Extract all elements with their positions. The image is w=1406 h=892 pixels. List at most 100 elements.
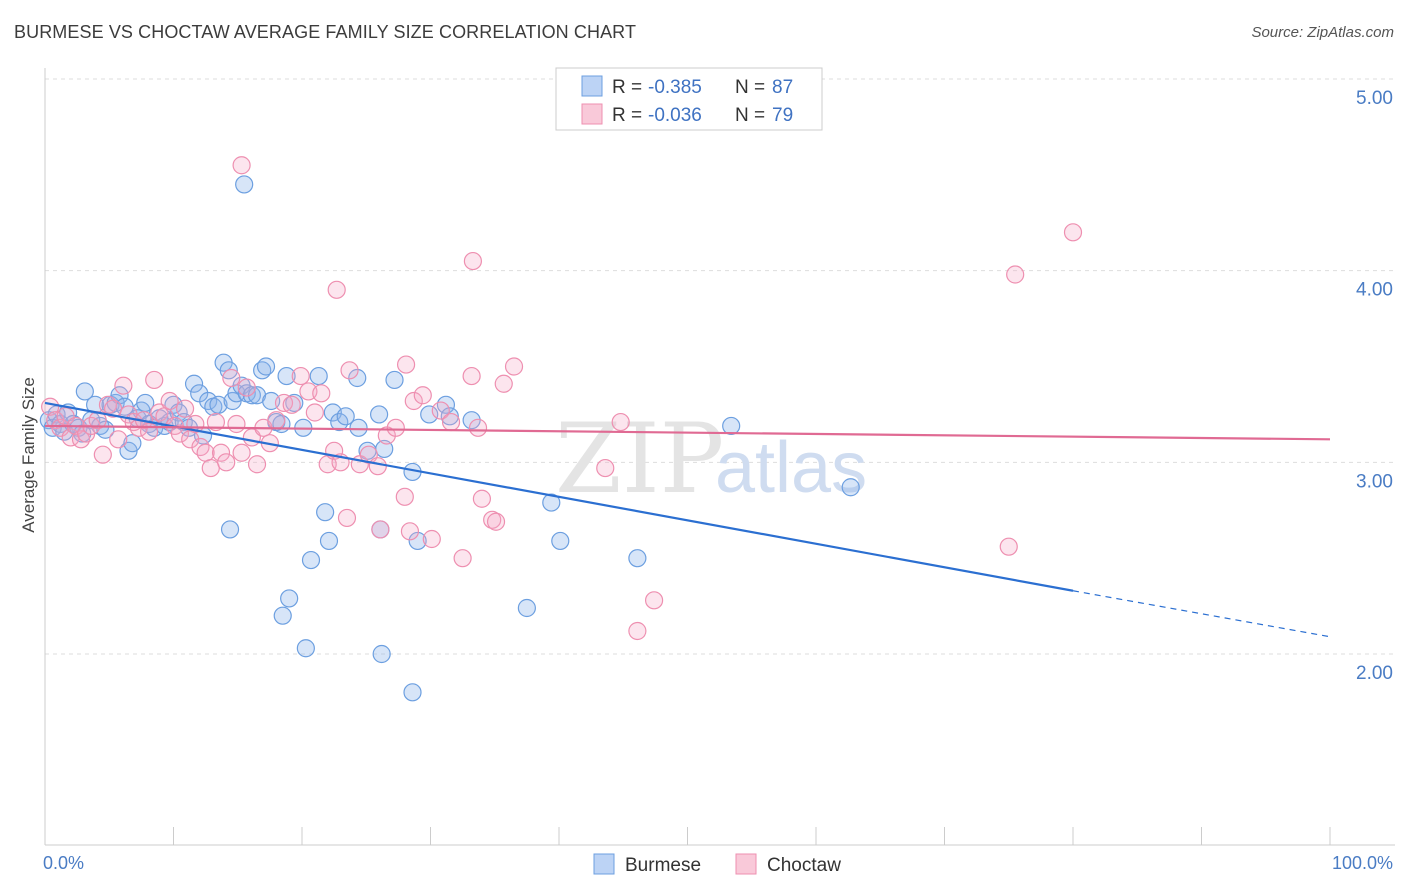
choctaw-point-59	[395, 487, 414, 506]
burmese-point-37	[209, 395, 228, 414]
burmese-point-85	[841, 478, 860, 497]
choctaw-point-58	[386, 418, 405, 437]
choctaw-point-84	[337, 508, 357, 528]
burmese-point-64	[436, 395, 456, 414]
choctaw-point-10	[93, 445, 112, 464]
x-tick-label-max: 100.0%	[1332, 853, 1393, 873]
burmese-point-68	[280, 589, 299, 608]
burmese-point-70	[301, 550, 321, 570]
y-tick-label-1: 3.00	[1356, 471, 1393, 492]
burmese-point-63	[420, 405, 439, 424]
choctaw-point-82	[468, 418, 488, 437]
burmese-point-54	[309, 366, 328, 386]
choctaw-point-43	[267, 411, 286, 430]
choctaw-point-85	[486, 512, 506, 531]
choctaw-point-72	[327, 280, 346, 299]
burmese-point-52	[285, 393, 304, 413]
burmese-point-71	[316, 503, 335, 522]
choctaw-point-64	[441, 412, 461, 432]
burmese-r-label: R =	[612, 77, 642, 98]
choctaw-point-19	[139, 422, 159, 441]
burmese-point-67	[273, 606, 292, 625]
source-credit: Source: ZipAtlas.com	[1251, 24, 1394, 41]
burmese-point-32	[184, 374, 204, 393]
choctaw-point-37	[232, 443, 251, 462]
choctaw-point-71	[232, 156, 251, 175]
choctaw-point-65	[453, 549, 472, 568]
burmese-point-61	[385, 370, 404, 390]
burmese-point-66	[220, 520, 240, 539]
burmese-point-84	[722, 416, 741, 436]
burmese-point-86	[349, 418, 368, 437]
choctaw-point-67	[472, 489, 491, 508]
burmese-legend-swatch	[581, 75, 603, 97]
burmese-point-19	[123, 434, 142, 453]
burmese-trend-extension	[1072, 590, 1331, 638]
burmese-points	[39, 175, 860, 702]
choctaw-point-79	[1006, 265, 1025, 284]
choctaw-point-56	[368, 457, 387, 476]
burmese-point-60	[370, 405, 389, 424]
choctaw-point-46	[291, 366, 310, 386]
choctaw-point-34	[217, 453, 236, 472]
choctaw-point-30	[196, 443, 215, 462]
burmese-point-35	[199, 391, 218, 411]
choctaw-point-35	[222, 368, 241, 388]
choctaw-point-77	[999, 537, 1018, 556]
choctaw-point-29	[191, 437, 210, 457]
trend-lines	[44, 401, 1331, 638]
burmese-point-82	[517, 598, 536, 618]
axes	[44, 68, 1395, 846]
choctaw-n-value: 79	[772, 105, 793, 126]
burmese-n-value: 87	[772, 77, 793, 98]
choctaw-point-83	[371, 520, 390, 539]
choctaw-point-32	[206, 412, 226, 432]
burmese-point-72	[319, 531, 339, 551]
choctaw-point-62	[422, 529, 441, 549]
choctaw-point-61	[413, 386, 432, 405]
choctaw-point-69	[494, 374, 513, 393]
burmese-point-75	[440, 407, 459, 426]
choctaw-trend-line	[44, 424, 1331, 441]
choctaw-point-23	[160, 391, 179, 411]
burmese-series-swatch	[593, 853, 615, 875]
choctaw-point-86	[400, 522, 420, 541]
x-tick-label-min: 0.0%	[43, 853, 84, 873]
burmese-series-label: Burmese	[625, 855, 701, 876]
choctaw-point-53	[340, 361, 359, 380]
burmese-point-83	[628, 549, 647, 568]
burmese-r-value: -0.385	[648, 77, 702, 98]
choctaw-r-label: R =	[612, 105, 642, 126]
burmese-point-78	[372, 644, 391, 664]
burmese-point-65	[235, 175, 254, 194]
choctaw-point-31	[201, 458, 220, 478]
choctaw-point-40	[247, 455, 267, 474]
y-axis-label: Average Family Size	[19, 377, 38, 533]
choctaw-point-48	[305, 403, 324, 422]
choctaw-point-81	[596, 458, 615, 478]
burmese-point-57	[336, 407, 355, 426]
choctaw-point-66	[462, 366, 481, 386]
burmese-n-label: N =	[735, 77, 765, 98]
burmese-point-9	[75, 382, 94, 401]
choctaw-point-45	[282, 395, 301, 414]
burmese-point-80	[542, 493, 561, 512]
watermark-atlas: atlas	[715, 428, 867, 508]
burmese-point-11	[86, 395, 105, 414]
choctaw-r-value: -0.036	[648, 105, 702, 126]
choctaw-point-38	[237, 378, 256, 397]
choctaw-point-36	[227, 414, 246, 434]
y-tick-label-0: 2.00	[1356, 663, 1393, 684]
burmese-point-58	[348, 368, 367, 388]
burmese-point-69	[296, 639, 315, 658]
burmese-point-79	[403, 683, 422, 702]
choctaw-legend-swatch	[581, 103, 603, 125]
burmese-point-81	[551, 531, 570, 551]
choctaw-point-74	[396, 355, 416, 374]
choctaw-point-13	[109, 430, 128, 449]
choctaw-point-20	[145, 370, 164, 390]
watermark-zip: ZIP	[555, 403, 724, 515]
choctaw-point-70	[504, 357, 524, 376]
burmese-point-77	[408, 531, 427, 551]
